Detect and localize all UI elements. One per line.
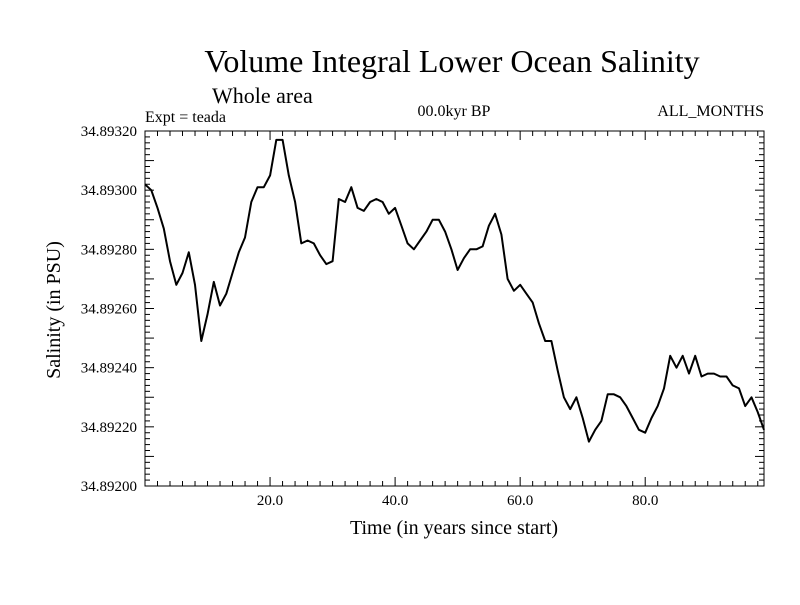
x-tick-label: 80.0 xyxy=(632,493,658,509)
x-axis-label: Time (in years since start) xyxy=(350,517,558,539)
y-tick-label: 34.89260 xyxy=(81,302,137,318)
axes xyxy=(144,130,765,487)
series-line xyxy=(144,138,765,443)
x-tick-label: 60.0 xyxy=(507,493,533,509)
months-label: ALL_MONTHS xyxy=(657,103,764,120)
y-tick-label: 34.89300 xyxy=(81,183,137,199)
experiment-label: Expt = teada xyxy=(145,109,226,126)
x-tick-label: 20.0 xyxy=(257,493,283,509)
chart-subtitle: Whole area xyxy=(212,83,313,108)
chart-title: Volume Integral Lower Ocean Salinity xyxy=(204,43,699,79)
y-axis-label: Salinity (in PSU) xyxy=(43,241,65,379)
series xyxy=(144,138,765,443)
period-label: 00.0kyr BP xyxy=(418,103,491,120)
x-tick-label: 40.0 xyxy=(382,493,408,509)
y-tick-label: 34.89220 xyxy=(81,420,137,436)
y-tick-label: 34.89240 xyxy=(81,361,137,377)
y-tick-label: 34.89200 xyxy=(81,479,137,495)
plot-frame xyxy=(144,130,765,487)
y-tick-label: 34.89280 xyxy=(81,242,137,258)
y-tick-label: 34.89320 xyxy=(81,124,137,140)
ticks: 20.0 40.0 60.0 80.0 34.89200 34.89220 34.89240… xyxy=(81,124,764,509)
